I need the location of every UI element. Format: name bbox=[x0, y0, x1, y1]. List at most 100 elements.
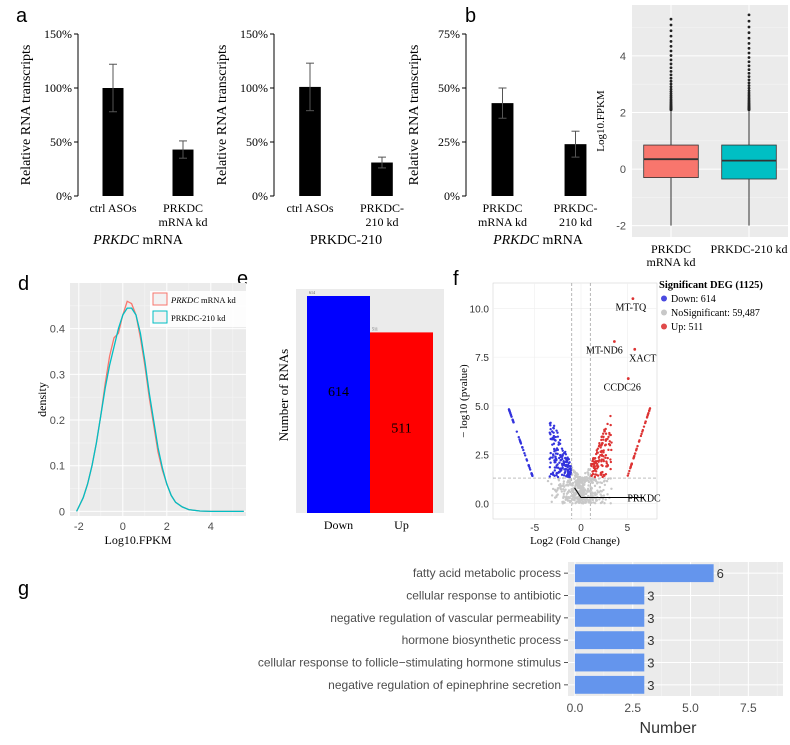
x-tick-label: PRKDC- bbox=[360, 201, 404, 215]
point-down bbox=[553, 466, 557, 469]
point-nonsignificant bbox=[586, 479, 590, 482]
outlier-point bbox=[747, 46, 751, 50]
point-nonsignificant bbox=[565, 484, 568, 487]
point-up bbox=[603, 430, 606, 433]
point-up bbox=[596, 447, 600, 450]
panel-letter-a: a bbox=[16, 5, 28, 27]
point-down bbox=[508, 410, 511, 413]
point-down bbox=[554, 435, 557, 439]
point-down bbox=[554, 439, 557, 442]
point-nonsignificant bbox=[550, 482, 553, 486]
point-annotation: XACT bbox=[629, 353, 656, 364]
point-nonsignificant bbox=[598, 491, 601, 494]
point-down bbox=[519, 440, 522, 443]
bar-value-label: 3 bbox=[647, 678, 654, 693]
y-tick-label: hormone biosynthetic process bbox=[402, 633, 561, 647]
y-tick-label: 0.4 bbox=[50, 324, 65, 336]
point-nonsignificant bbox=[557, 479, 561, 482]
bar-chart-b: 0% 25% 50% 75% Relative RNA transcripts PRKDC… bbox=[407, 27, 598, 248]
bar bbox=[299, 86, 321, 196]
point-down bbox=[515, 430, 519, 433]
point-up bbox=[606, 422, 609, 426]
outlier-point bbox=[747, 56, 751, 59]
point-up bbox=[595, 467, 599, 470]
point-up bbox=[609, 414, 612, 418]
y-tick-label: 25% bbox=[438, 135, 460, 149]
point-down bbox=[558, 438, 562, 442]
x-tick-label: ctrl ASOs bbox=[286, 201, 333, 215]
y-tick-label: 50% bbox=[246, 135, 268, 149]
y-axis-label: Relative RNA transcripts bbox=[407, 45, 422, 186]
point-nonsignificant bbox=[550, 494, 554, 497]
bar bbox=[172, 149, 194, 196]
y-tick-label: 100% bbox=[240, 81, 268, 95]
point-up bbox=[600, 450, 603, 454]
point-nonsignificant bbox=[559, 488, 563, 491]
point-down bbox=[552, 427, 555, 430]
point-nonsignificant bbox=[609, 502, 612, 505]
legend-swatch bbox=[152, 310, 168, 324]
y-tick-label: 2.5 bbox=[475, 451, 489, 462]
x-tick-label: mRNA kd bbox=[478, 215, 527, 229]
outlier-point bbox=[747, 71, 751, 75]
point-down bbox=[527, 464, 531, 468]
bar bbox=[564, 144, 587, 196]
point-nonsignificant bbox=[600, 481, 604, 485]
point-nonsignificant bbox=[563, 490, 566, 493]
x-axis-label: PRKDC-210 bbox=[310, 233, 382, 248]
outlier-point bbox=[669, 17, 673, 21]
point-down bbox=[561, 463, 564, 467]
bar-value-label: 6 bbox=[717, 566, 724, 581]
y-tick-label: 10.0 bbox=[470, 304, 490, 315]
legend-label-italic: PRKDC bbox=[170, 295, 201, 305]
point-nonsignificant bbox=[584, 477, 587, 480]
x-tick-label: 0 bbox=[578, 523, 584, 534]
point-up bbox=[605, 438, 608, 441]
y-axis-label: Relative RNA transcripts bbox=[19, 45, 34, 186]
point-up bbox=[609, 423, 612, 427]
panel-letter-g: g bbox=[18, 578, 29, 600]
outlier-point bbox=[669, 34, 673, 38]
point-nonsignificant bbox=[597, 477, 601, 480]
plot-background bbox=[632, 5, 788, 237]
point-nonsignificant bbox=[587, 484, 590, 487]
point-down bbox=[549, 456, 552, 459]
outlier-point bbox=[669, 39, 673, 43]
outlier-point bbox=[747, 84, 751, 88]
point-up bbox=[599, 473, 602, 476]
point-up bbox=[606, 456, 609, 460]
outlier-point bbox=[747, 81, 751, 85]
point-down bbox=[557, 456, 561, 460]
outlier-point bbox=[747, 95, 751, 99]
point-up bbox=[598, 441, 601, 445]
point-nonsignificant bbox=[553, 488, 557, 492]
point-nonsignificant bbox=[576, 497, 579, 501]
point-up bbox=[590, 474, 593, 478]
outlier-point bbox=[747, 78, 751, 82]
point-nonsignificant bbox=[584, 471, 587, 475]
outlier-point bbox=[669, 79, 673, 83]
outlier-point bbox=[747, 86, 751, 90]
point-up bbox=[604, 472, 608, 476]
density-chart: -2 0 2 4 0 0.1 0.2 0.3 0.4 Log10.FPKM density PRKDC… bbox=[35, 283, 246, 547]
point-nonsignificant bbox=[595, 499, 599, 502]
point-up bbox=[636, 444, 639, 448]
point-up bbox=[595, 452, 598, 456]
outlier-point bbox=[669, 85, 673, 89]
point-nonsignificant bbox=[562, 480, 566, 483]
point-up bbox=[630, 463, 633, 466]
point-up bbox=[629, 465, 632, 469]
panel-letter-f: f bbox=[453, 268, 459, 290]
point-down bbox=[553, 447, 556, 451]
y-tick-label: 0.0 bbox=[475, 499, 489, 510]
point-down bbox=[522, 448, 525, 452]
point-down bbox=[549, 451, 552, 455]
y-tick-label: 100% bbox=[44, 81, 72, 95]
outlier-point bbox=[669, 87, 673, 91]
point-down bbox=[556, 452, 559, 456]
point-up bbox=[609, 458, 612, 461]
y-axis-label: density bbox=[35, 382, 49, 417]
point-down bbox=[525, 458, 528, 461]
point-up bbox=[600, 471, 603, 474]
point-down bbox=[561, 449, 564, 452]
